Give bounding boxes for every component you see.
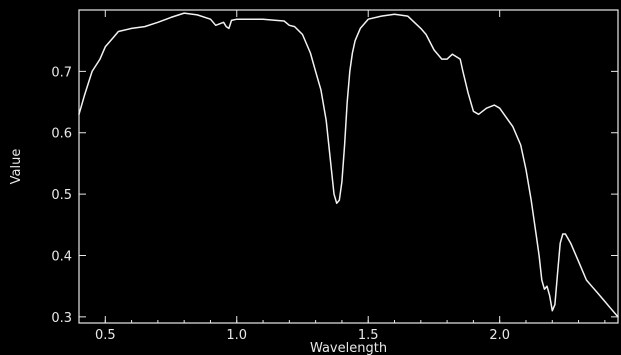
y-tick-label: 0.5 — [51, 188, 72, 203]
x-tick-label: 1.0 — [226, 328, 247, 343]
y-tick-label: 0.3 — [51, 311, 72, 326]
x-tick-label: 0.5 — [95, 328, 116, 343]
x-tick-label: 2.0 — [489, 328, 510, 343]
x-axis-ticks: 0.5 1.0 1.5 2.0 — [78, 10, 606, 343]
y-tick-label: 0.7 — [51, 65, 72, 80]
y-axis-ticks: 0.3 0.4 0.5 0.6 0.7 — [51, 65, 618, 326]
spectrum-line — [78, 12, 619, 318]
y-tick-label: 0.4 — [51, 249, 72, 264]
plot-frame — [78, 9, 619, 324]
x-axis-title: Wavelength — [310, 341, 387, 355]
plot-area — [78, 9, 619, 324]
series-layer — [78, 12, 619, 318]
x-tick-label: 1.5 — [358, 328, 379, 343]
y-axis-title: Value — [9, 149, 24, 185]
y-tick-label: 0.6 — [51, 127, 72, 142]
